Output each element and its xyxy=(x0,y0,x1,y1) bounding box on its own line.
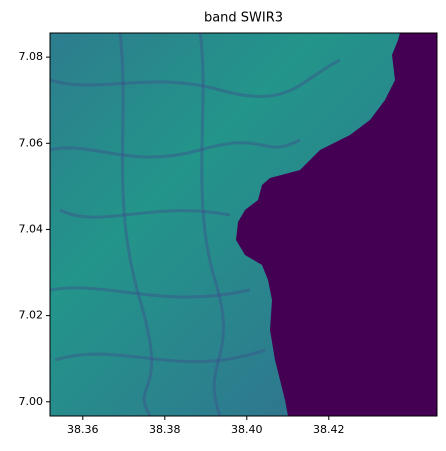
ridge xyxy=(50,58,341,99)
water xyxy=(236,33,437,416)
y-tick-label: 7.06 xyxy=(19,136,44,149)
ridge xyxy=(198,33,225,416)
ridge xyxy=(54,348,266,364)
ridge xyxy=(118,33,154,416)
chart-title: band SWIR3 xyxy=(204,11,283,26)
texture xyxy=(50,33,341,416)
x-tick-label: 38.38 xyxy=(149,423,181,436)
y-tick-label: 7.02 xyxy=(19,309,44,322)
ridge xyxy=(50,286,251,299)
x-tick-label: 38.42 xyxy=(313,423,345,436)
y-tick-label: 7.08 xyxy=(19,50,44,63)
x-tick-label: 38.36 xyxy=(67,423,99,436)
ridge xyxy=(50,138,301,159)
ridge xyxy=(59,208,231,219)
axes-frame xyxy=(49,32,438,417)
y-tick-label: 7.00 xyxy=(19,395,44,408)
x-tick-label: 38.40 xyxy=(231,423,263,436)
y-tick-label: 7.04 xyxy=(19,222,44,235)
raster xyxy=(50,33,437,416)
